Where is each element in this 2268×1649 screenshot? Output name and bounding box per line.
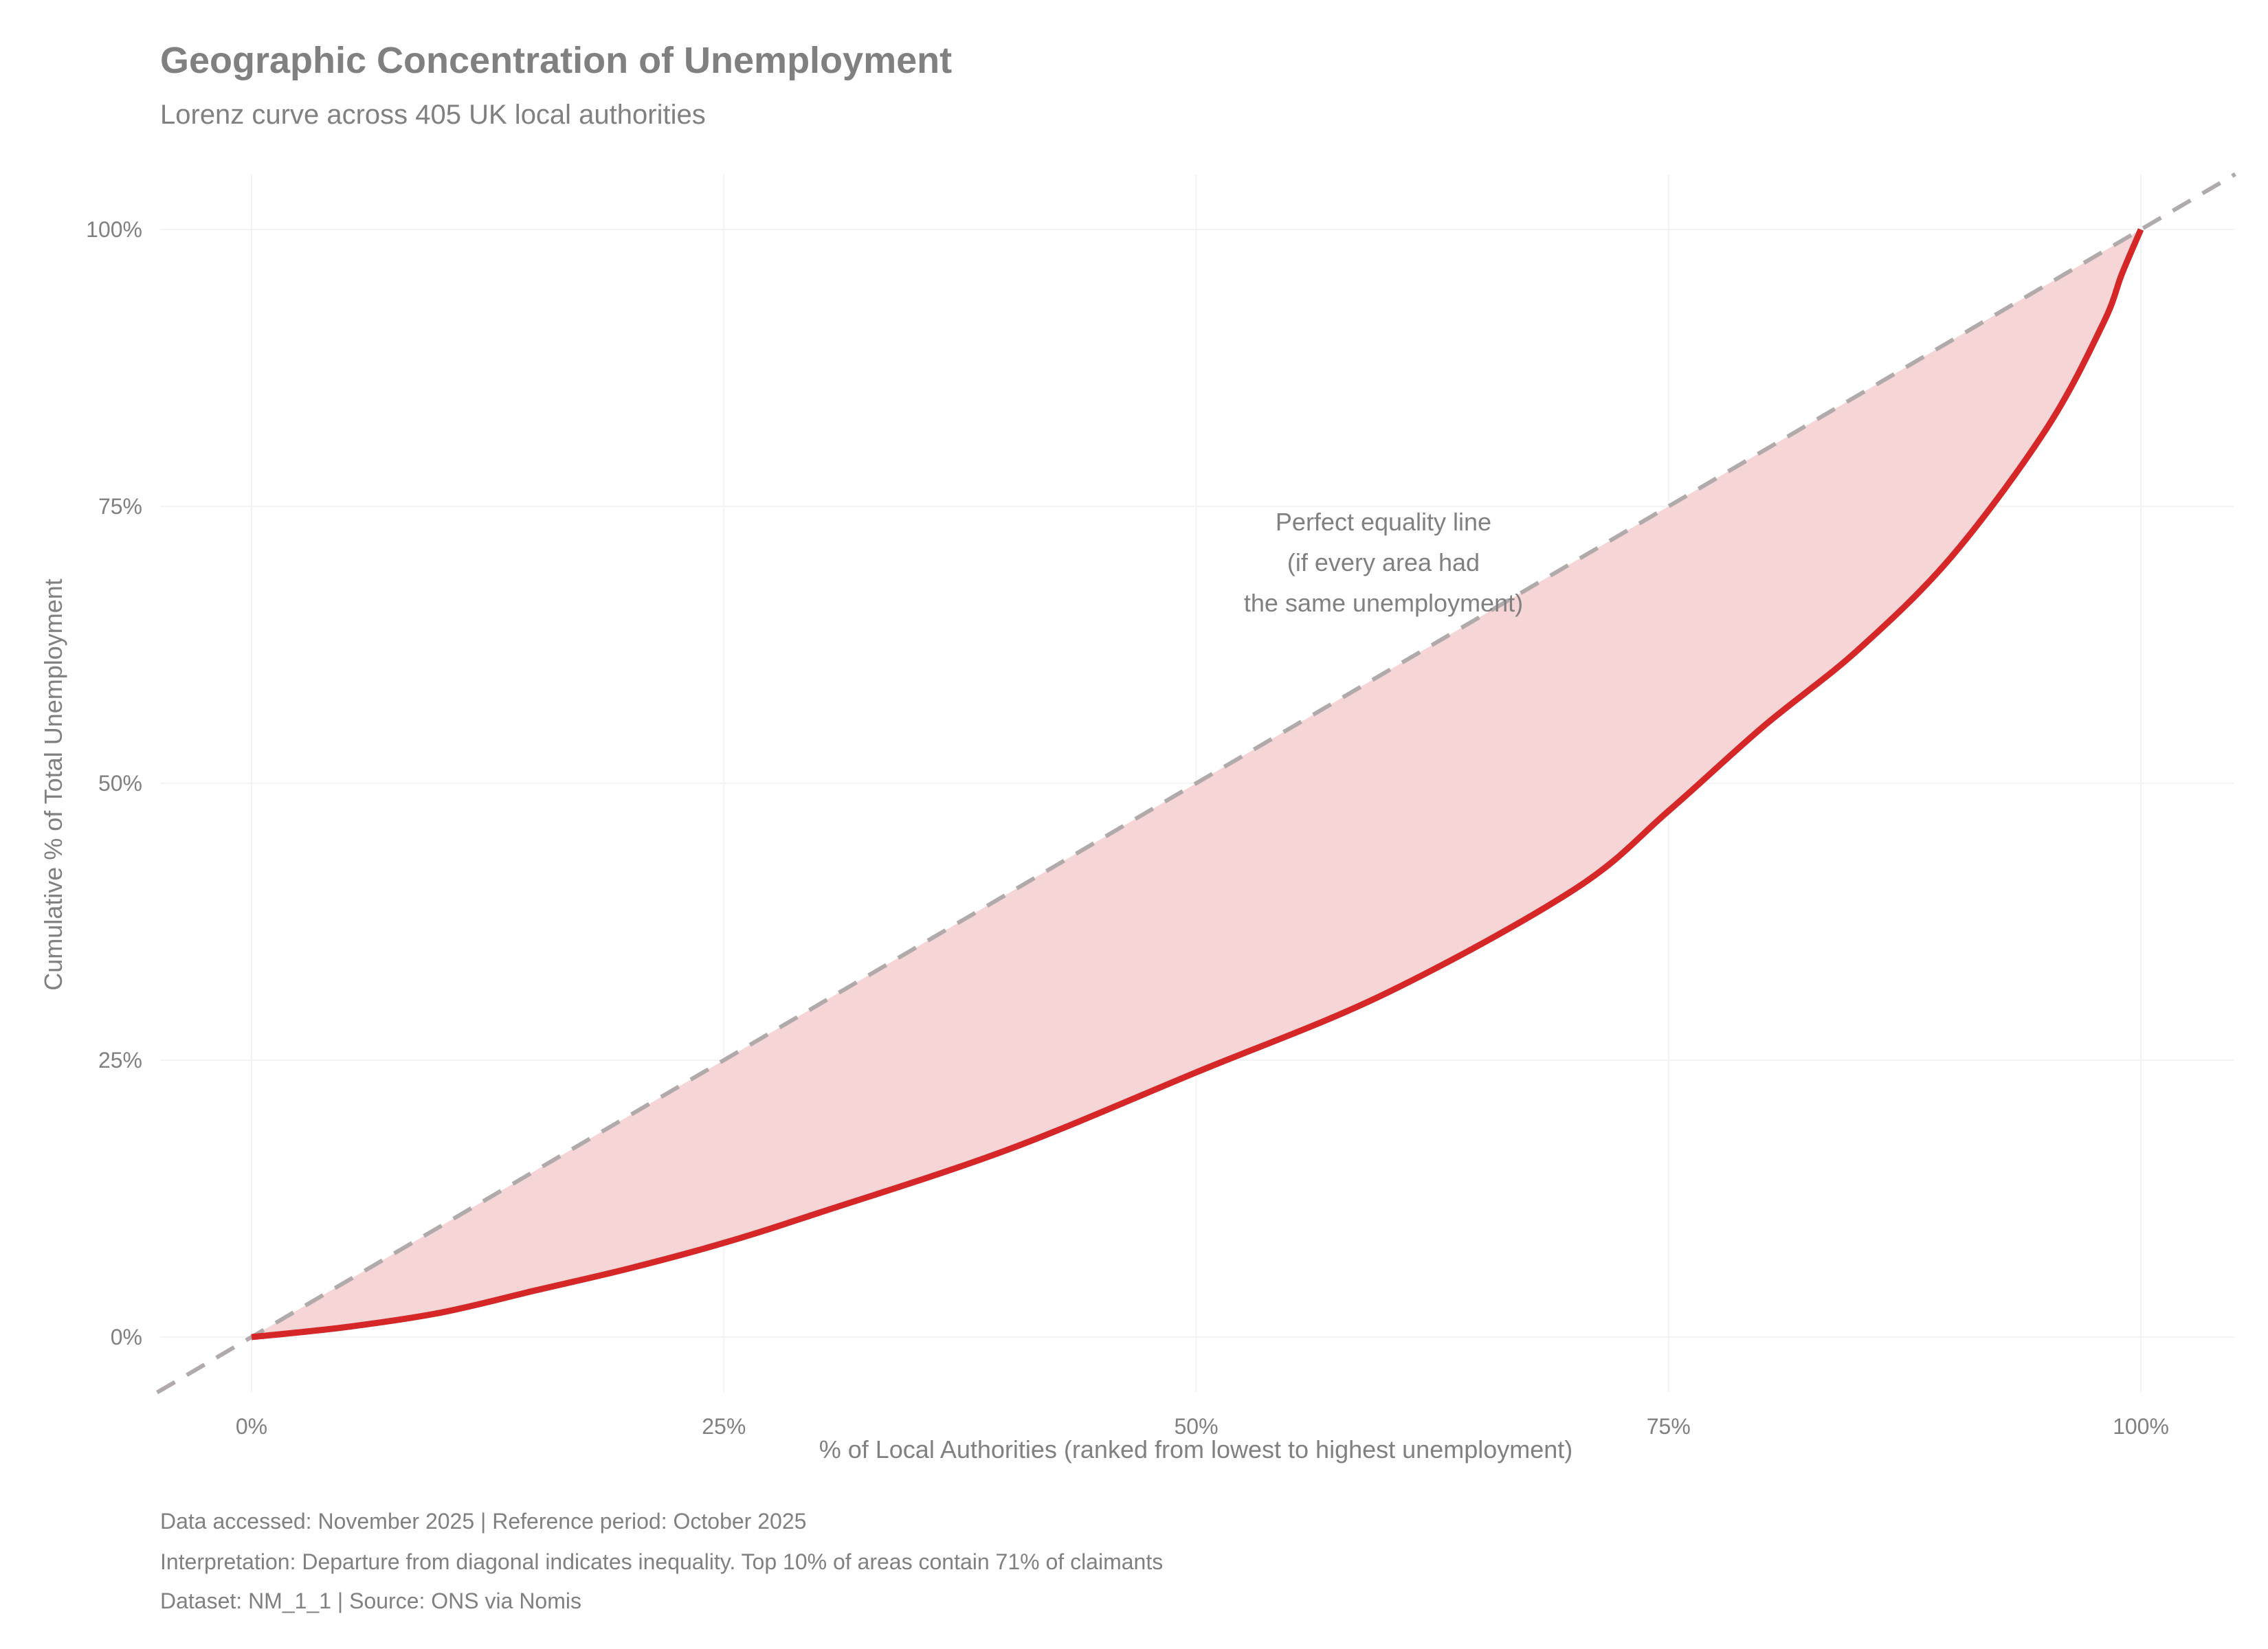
annotation-line: the same unemployment) xyxy=(1244,589,1523,617)
x-tick-label: 0% xyxy=(236,1414,267,1439)
equality-line xyxy=(156,172,2236,1395)
x-tick-label: 25% xyxy=(702,1414,746,1439)
caption-line: Data accessed: November 2025 | Reference… xyxy=(160,1509,806,1534)
plot-marks xyxy=(156,172,2236,1395)
x-ticks: 0% 25% 50% 75% 100% xyxy=(236,1414,2169,1439)
caption-line: Dataset: NM_1_1 | Source: ONS via Nomis xyxy=(160,1589,581,1613)
y-tick-label: 0% xyxy=(111,1325,142,1349)
annotation-line: (if every area had xyxy=(1287,548,1480,576)
annotation-line: Perfect equality line xyxy=(1276,508,1491,536)
x-axis-label: % of Local Authorities (ranked from lowe… xyxy=(819,1435,1573,1463)
x-tick-label: 100% xyxy=(2113,1414,2169,1439)
y-tick-label: 50% xyxy=(98,771,142,796)
caption-line: Interpretation: Departure from diagonal … xyxy=(160,1549,1163,1574)
chart-title: Geographic Concentration of Unemployment xyxy=(160,40,952,81)
y-axis-label: Cumulative % of Total Unemployment xyxy=(39,579,67,991)
y-tick-label: 100% xyxy=(86,217,142,242)
lorenz-curve xyxy=(251,228,2144,1340)
y-ticks: 0% 25% 50% 75% 100% xyxy=(86,217,142,1349)
y-tick-label: 25% xyxy=(98,1048,142,1073)
chart-subtitle: Lorenz curve across 405 UK local authori… xyxy=(160,100,706,130)
y-tick-label: 75% xyxy=(98,494,142,519)
x-tick-label: 50% xyxy=(1174,1414,1218,1439)
x-tick-label: 75% xyxy=(1647,1414,1691,1439)
